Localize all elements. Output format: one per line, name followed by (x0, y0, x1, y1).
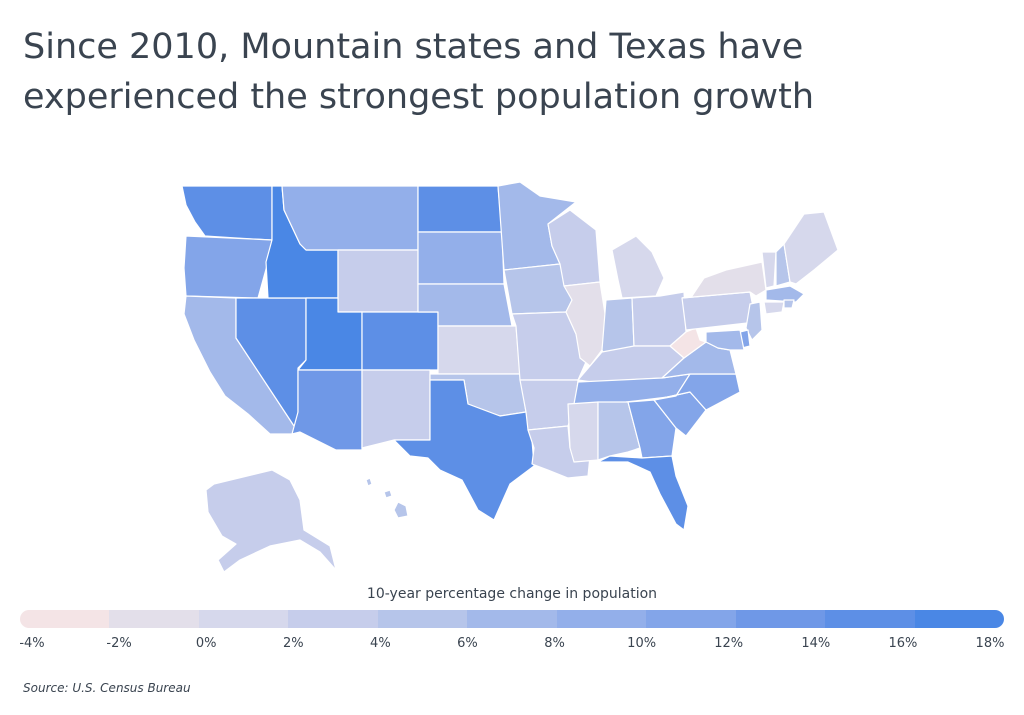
state-md (705, 329, 745, 351)
legend-tick-label: -2% (106, 636, 132, 651)
legend-tick-label: 8% (544, 636, 565, 651)
legend-tick-label: 4% (370, 636, 391, 651)
legend-swatch-9 (825, 610, 915, 628)
state-wy (337, 249, 419, 313)
state-ma (765, 285, 805, 303)
legend-swatch-7 (646, 610, 736, 628)
state-co (361, 311, 439, 371)
state-ms (567, 401, 599, 463)
legend-tick-label: 10% (627, 636, 657, 651)
legend-swatch-0 (20, 610, 110, 628)
state-il (563, 281, 607, 367)
state-fl (597, 455, 689, 531)
state-mi (611, 235, 665, 299)
state-mt (281, 185, 419, 251)
legend-swatch-8 (735, 610, 826, 628)
state-pa (681, 291, 757, 331)
legend-swatch-1 (109, 610, 199, 628)
state-hi (365, 477, 409, 519)
state-ks (437, 325, 521, 375)
state-ny (681, 261, 767, 299)
state-wa (181, 185, 273, 241)
legend-swatch-3 (288, 610, 378, 628)
legend-tick-label: 14% (801, 636, 831, 651)
state-vt (761, 251, 777, 289)
legend-tick-label: -4% (19, 636, 45, 651)
legend-tick-label: 2% (282, 636, 304, 651)
state-nj (745, 301, 763, 341)
state-nm (361, 369, 431, 449)
legend-tick-label: 6% (457, 636, 478, 651)
legend-tick-label: 18% (975, 636, 1005, 651)
chart-title: Since 2010, Mountain states and Texas ha… (23, 22, 1003, 122)
state-sd (417, 231, 505, 285)
state-wv (669, 327, 707, 359)
legend-color-scale (20, 610, 1004, 628)
state-ct (763, 301, 785, 315)
legend-swatch-5 (467, 610, 557, 628)
state-tx (393, 379, 535, 521)
legend-title: 10-year percentage change in population (366, 586, 658, 602)
legend-tick-label: 12% (714, 636, 744, 651)
state-ri (783, 299, 795, 309)
title-line-2: experienced the strongest population gro… (23, 77, 815, 117)
state-or (183, 235, 273, 299)
legend-swatch-2 (198, 610, 289, 628)
legend-tick-label: 16% (888, 636, 918, 651)
legend-tick-label: 0% (195, 636, 217, 651)
state-nd (417, 185, 503, 233)
source-note: Source: U.S. Census Bureau (23, 681, 191, 695)
legend-swatch-6 (556, 610, 647, 628)
state-me (783, 211, 839, 285)
title-line-1: Since 2010, Mountain states and Texas ha… (23, 27, 804, 67)
legend-swatch-4 (377, 610, 468, 628)
legend-swatch-10 (914, 610, 1004, 628)
state-oh (631, 291, 687, 347)
state-az (291, 369, 363, 451)
state-ak (205, 469, 337, 573)
